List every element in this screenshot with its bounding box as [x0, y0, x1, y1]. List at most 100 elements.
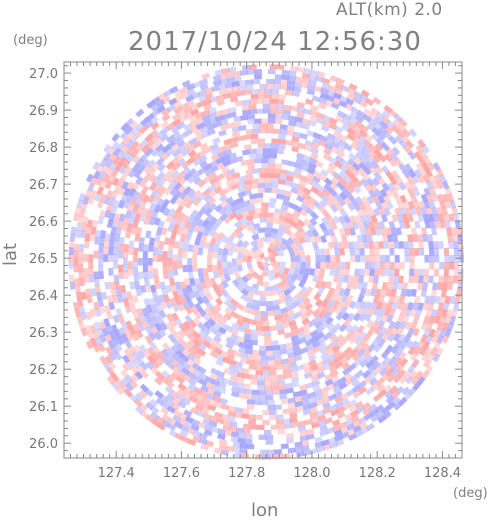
radar-cell	[248, 153, 257, 160]
radar-cell	[279, 173, 288, 181]
radar-cell	[407, 364, 416, 374]
radar-cell	[259, 123, 267, 129]
radar-cell	[339, 268, 346, 277]
radar-cell	[283, 104, 292, 111]
radar-cell	[207, 184, 217, 193]
radar-cell	[279, 272, 288, 281]
radar-cell	[261, 118, 269, 124]
radar-cell	[97, 216, 105, 225]
radar-cell	[209, 415, 218, 423]
radar-cell	[169, 195, 178, 205]
radar-cell	[420, 334, 428, 344]
radar-cell	[346, 281, 353, 290]
radar-cell	[259, 217, 267, 223]
radar-cell	[229, 421, 238, 428]
radar-cell	[145, 361, 155, 370]
radar-cell	[168, 277, 176, 287]
radar-cell	[173, 421, 183, 430]
radar-cell	[244, 438, 253, 445]
radar-cell	[188, 194, 198, 204]
radar-cell	[347, 312, 356, 322]
radar-cell	[198, 274, 205, 283]
radar-cell	[304, 144, 313, 152]
radar-cell	[379, 268, 385, 277]
radar-cell	[151, 352, 160, 362]
radar-cell	[199, 142, 209, 151]
radar-cell	[303, 235, 312, 244]
radar-cell	[262, 321, 270, 327]
radar-cell	[279, 348, 288, 355]
radar-cell	[221, 234, 229, 244]
radar-cell	[301, 291, 310, 300]
radar-cell	[361, 234, 369, 243]
radar-cell	[324, 248, 331, 256]
radar-cell	[115, 386, 125, 396]
radar-cell	[288, 120, 297, 127]
radar-cell	[279, 79, 288, 86]
radar-cell	[442, 180, 450, 190]
radar-cell	[94, 337, 103, 347]
radar-cell	[338, 421, 348, 430]
radar-cell	[347, 121, 357, 130]
radar-cell	[150, 188, 159, 198]
radar-cell	[270, 424, 279, 430]
radar-cell	[320, 280, 328, 290]
radar-cell	[135, 329, 144, 339]
radar-cell	[183, 185, 192, 195]
radar-cell	[396, 327, 404, 336]
radar-cell	[360, 89, 370, 98]
radar-cell	[353, 202, 362, 212]
radar-cell	[155, 157, 165, 166]
radar-cell	[161, 356, 171, 366]
radar-cell	[419, 150, 428, 160]
radar-cell	[280, 204, 289, 212]
radar-cell	[315, 261, 321, 270]
radar-cell	[207, 404, 217, 412]
radar-cell	[127, 297, 135, 307]
radar-cell	[233, 70, 242, 77]
radar-cell	[132, 294, 139, 304]
radar-cell	[231, 171, 241, 179]
radar-cell	[154, 233, 161, 242]
radar-cell	[264, 187, 272, 193]
radar-cell	[449, 295, 456, 305]
radar-cell	[214, 238, 222, 247]
radar-cell	[328, 364, 338, 373]
radar-cell	[259, 295, 267, 302]
radar-cell	[318, 97, 328, 105]
radar-cell	[442, 302, 450, 311]
y-tick-label: 27.0	[29, 67, 58, 82]
radar-cell	[362, 113, 372, 123]
radar-cell	[326, 167, 336, 176]
radar-cell	[271, 143, 279, 149]
radar-cell	[259, 128, 267, 134]
radar-cell	[358, 275, 365, 284]
radar-cell	[277, 423, 286, 430]
radar-cell	[380, 227, 387, 236]
radar-cell	[277, 143, 286, 150]
radar-cell	[296, 66, 306, 73]
radar-cell	[319, 247, 326, 256]
radar-cell	[194, 212, 203, 221]
radar-cell	[329, 268, 336, 277]
radar-cell	[338, 133, 348, 143]
radar-cell	[246, 291, 255, 300]
radar-cell	[407, 233, 414, 243]
radar-cell	[313, 389, 323, 397]
radar-cell	[92, 170, 101, 180]
radar-cell	[240, 305, 250, 313]
radar-cell	[161, 419, 171, 428]
radar-cell	[215, 217, 224, 226]
radar-cell	[290, 334, 299, 342]
radar-cell	[436, 168, 444, 178]
radar-cell	[285, 432, 295, 439]
radar-cell	[104, 304, 111, 314]
radar-cell	[394, 357, 403, 367]
radar-cell	[412, 327, 421, 337]
radar-cell	[147, 319, 155, 329]
radar-cell	[264, 340, 272, 346]
radar-cell	[309, 364, 319, 372]
radar-cell	[123, 326, 131, 336]
radar-cell	[302, 187, 312, 196]
radar-cell	[391, 169, 400, 179]
